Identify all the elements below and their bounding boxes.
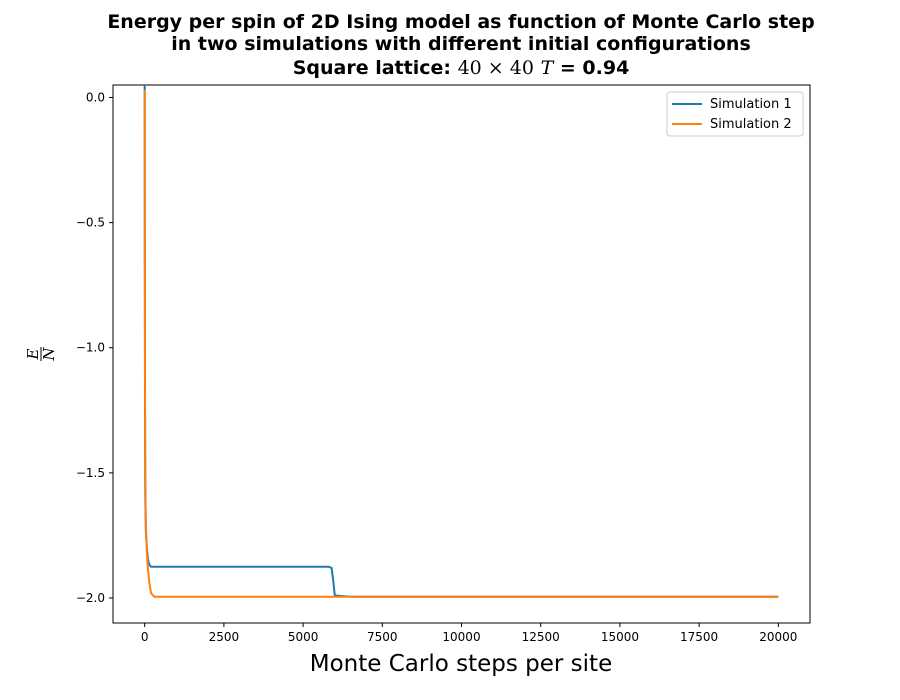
y-tick-label: −1.0: [76, 341, 105, 355]
y-tick-label: −1.5: [76, 466, 105, 480]
title-lattice-size: 40 × 40: [458, 57, 534, 79]
y-axis-label-denominator: N: [40, 347, 58, 362]
x-axis-ticks: 0 2500 5000 7500 10000 12500 15000 17500 20000: [141, 623, 797, 644]
title-temperature-symbol: T: [541, 57, 555, 79]
y-tick-label: −2.0: [76, 591, 105, 605]
y-axis-label-numerator: E: [24, 348, 42, 360]
y-tick-label: −0.5: [76, 216, 105, 230]
x-tick-label: 12500: [522, 630, 560, 644]
legend: Simulation 1 Simulation 2: [666, 91, 804, 137]
title-lattice-prefix: Square lattice:: [293, 57, 451, 79]
series-line-1: [143, 84, 779, 598]
x-tick-label: 17500: [680, 630, 718, 644]
y-tick-label: 0.0: [86, 91, 105, 105]
y-axis-label: E N: [24, 347, 58, 362]
x-tick-label: 15000: [601, 630, 639, 644]
series-layer: [143, 84, 779, 598]
x-tick-label: 7500: [367, 630, 398, 644]
x-tick-label: 10000: [442, 630, 480, 644]
x-tick-label: 20000: [759, 630, 797, 644]
x-axis-label: Monte Carlo steps per site: [310, 651, 612, 677]
chart-title-line-2: in two simulations with different initia…: [171, 33, 751, 55]
title-temperature-value: = 0.94: [560, 57, 629, 79]
x-tick-label: 5000: [288, 630, 319, 644]
chart-title-line-3: Square lattice: 40 × 40 T = 0.94: [293, 57, 630, 79]
legend-label-simulation-2: Simulation 2: [710, 117, 792, 132]
series-line-2: [143, 89, 779, 598]
plot-frame: [112, 84, 811, 624]
x-tick-label: 0: [141, 630, 149, 644]
y-axis-ticks: 0.0 −0.5 −1.0 −1.5 −2.0: [76, 91, 113, 605]
x-tick-label: 2500: [209, 630, 240, 644]
legend-label-simulation-1: Simulation 1: [710, 97, 792, 112]
chart-title-line-1: Energy per spin of 2D Ising model as fun…: [107, 11, 814, 33]
